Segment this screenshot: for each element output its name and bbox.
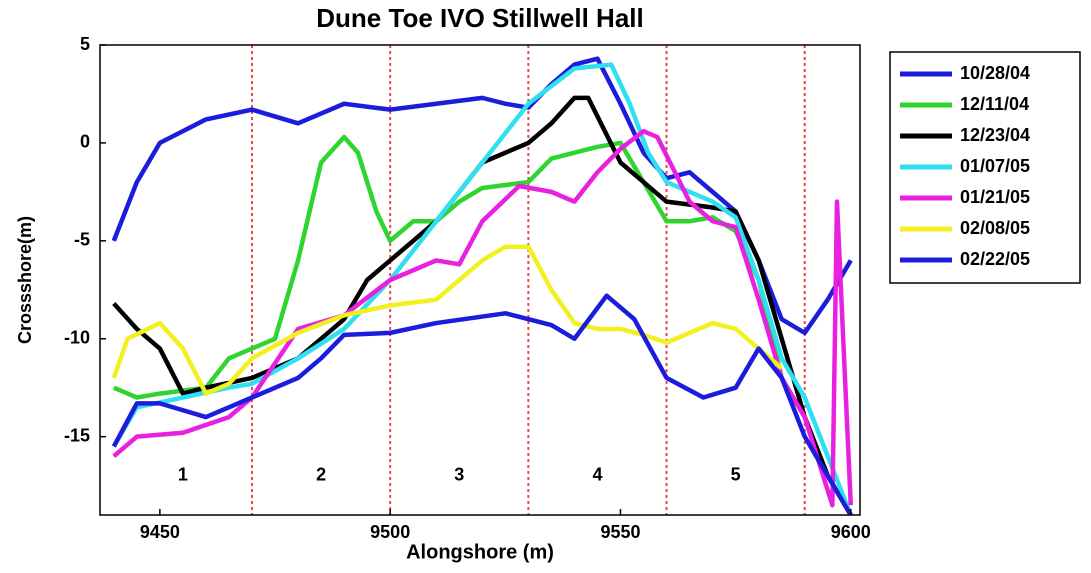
- region-label: 5: [731, 465, 741, 485]
- legend-label: 12/11/04: [960, 94, 1029, 114]
- legend-label: 01/21/05: [960, 187, 1030, 207]
- x-axis-label: Alongshore (m): [406, 541, 554, 563]
- legend-label: 02/22/05: [960, 249, 1030, 269]
- series-line: [111, 244, 784, 396]
- legend-label: 10/28/04: [960, 63, 1030, 83]
- y-tick-label: 5: [80, 34, 90, 54]
- region-label: 1: [178, 465, 188, 485]
- series-line: [111, 293, 853, 515]
- region-label: 2: [316, 465, 326, 485]
- y-tick-label: 0: [80, 132, 90, 152]
- x-tick-label: 9550: [600, 522, 640, 542]
- region-label: 4: [592, 465, 602, 485]
- series-line: [112, 128, 854, 508]
- y-tick-label: -15: [64, 425, 90, 445]
- series-line: [111, 62, 853, 515]
- y-tick-label: -5: [74, 230, 90, 250]
- legend-label: 01/07/05: [960, 156, 1030, 176]
- x-tick-label: 9500: [370, 522, 410, 542]
- legend-label: 02/08/05: [960, 218, 1030, 238]
- region-label: 3: [454, 465, 464, 485]
- y-tick-label: -10: [64, 328, 90, 348]
- series-line: [111, 56, 853, 336]
- legend-label: 12/23/04: [960, 125, 1030, 145]
- plot-frame: [99, 44, 861, 516]
- x-tick-label: 9450: [140, 522, 180, 542]
- series-line: [112, 95, 853, 515]
- chart-title: Dune Toe IVO Stillwell Hall: [316, 3, 643, 33]
- y-axis-label: Crossshore(m): [15, 216, 35, 344]
- series-line: [112, 134, 853, 515]
- x-tick-label: 9600: [831, 522, 871, 542]
